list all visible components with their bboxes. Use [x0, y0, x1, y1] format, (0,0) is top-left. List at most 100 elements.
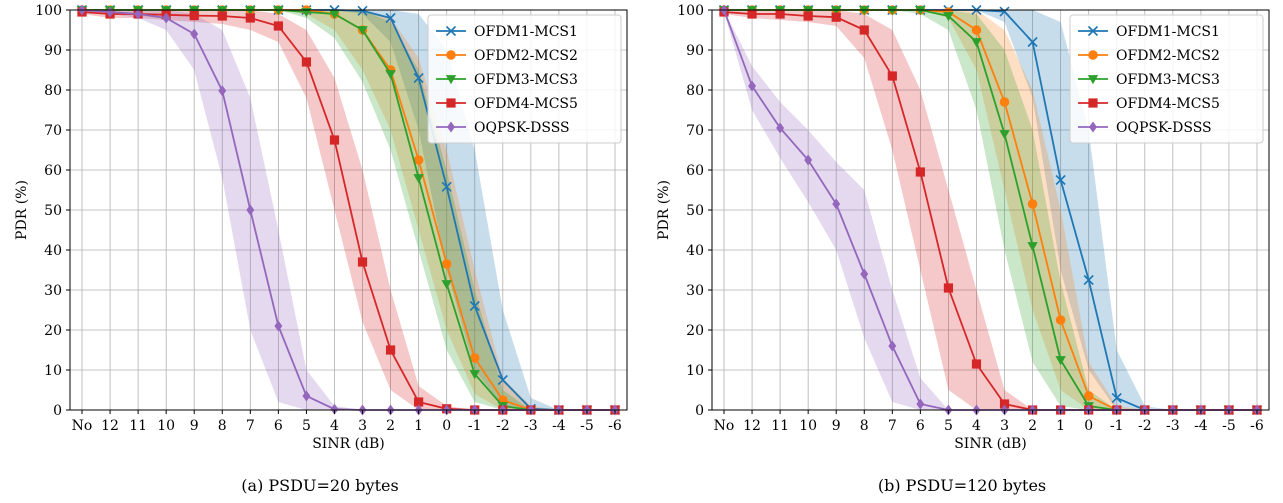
b-legend-marker-ofdm4-mcs5 — [1088, 98, 1098, 108]
a-point-ofdm4-mcs5-12 — [414, 397, 424, 407]
a-legend-box — [427, 14, 622, 144]
b-point-ofdm4-mcs5-3 — [803, 11, 813, 21]
b-ytick-label-5: 50 — [686, 203, 704, 219]
b-xtick-label-10: 3 — [1000, 418, 1009, 434]
b-legend-label-ofdm1-mcs1: OFDM1-MCS1 — [1116, 24, 1220, 40]
b-point-ofdm4-mcs5-7 — [915, 167, 925, 177]
a-xtick-label-11: 2 — [386, 418, 395, 434]
b-point-ofdm2-mcs2-10 — [999, 97, 1010, 107]
a-band-ofdm2-mcs2 — [82, 10, 615, 410]
a-xtick-label-4: 9 — [190, 418, 199, 434]
b-point-ofdm2-mcs2-12 — [1055, 315, 1066, 325]
a-xtick-label-17: -4 — [552, 418, 566, 434]
b-xtick-label-12: 1 — [1056, 418, 1065, 434]
b-point-ofdm1-mcs1-10 — [999, 6, 1010, 17]
a-point-ofdm4-mcs5-9 — [329, 135, 340, 145]
a-point-ofdm3-mcs3-4 — [189, 6, 200, 16]
a-ytick-label-2: 20 — [44, 323, 62, 339]
b-point-oqpsk-dsss-7 — [916, 398, 925, 410]
b-ytick-label-0: 0 — [695, 403, 704, 419]
a-legend-label-ofdm2-mcs2: OFDM2-MCS2 — [474, 48, 578, 64]
b-xtick-label-15: -2 — [1138, 418, 1152, 434]
a-xtick-label-12: 1 — [414, 418, 423, 434]
a-point-oqpsk-dsss-1 — [106, 6, 115, 18]
a-point-ofdm1-mcs1-15 — [497, 374, 508, 386]
a-point-oqpsk-dsss-9 — [330, 403, 339, 415]
b-legend-marker-ofdm1-mcs1 — [1087, 25, 1099, 37]
a-ytick-label-10: 100 — [35, 3, 62, 19]
a-ytick-label-7: 70 — [44, 123, 62, 139]
b-point-ofdm1-mcs1-14 — [1111, 392, 1122, 404]
b-point-oqpsk-dsss-2 — [776, 122, 785, 134]
b-point-ofdm1-mcs1-12 — [1055, 174, 1066, 186]
b-band-oqpsk-dsss — [724, 10, 1257, 410]
a-ytick-label-3: 30 — [44, 283, 62, 299]
a-ytick-label-9: 90 — [44, 43, 62, 59]
a-xtick-label-19: -6 — [608, 418, 622, 434]
b-legend-label-ofdm4-mcs5: OFDM4-MCS5 — [1116, 96, 1220, 112]
a-point-ofdm3-mcs3-12 — [413, 174, 424, 184]
b-xlabel: SINR (dB) — [954, 436, 1027, 452]
a-xtick-label-6: 7 — [246, 418, 255, 434]
b-point-ofdm4-mcs5-10 — [999, 399, 1010, 409]
a-legend-label-ofdm3-mcs3: OFDM3-MCS3 — [474, 72, 578, 88]
b-point-ofdm3-mcs3-12 — [1055, 356, 1066, 366]
a-xtick-label-14: -1 — [468, 418, 482, 434]
chart-panel-a: 0 10 20 30 40 50 60 70 80 90 100 No 12 11 10 9 8 7 6 5 4 3 2 1 0… — [0, 0, 640, 503]
b-point-ofdm4-mcs5-1 — [747, 9, 757, 19]
b-legend-box — [1069, 14, 1264, 144]
b-ytick-label-8: 80 — [686, 83, 704, 99]
chart-panel-b: 0 10 20 30 40 50 60 70 80 90 100 No 12 11 10 9 8 7 6 5 4 3 2 1 0… — [642, 0, 1282, 503]
a-point-ofdm4-mcs5-10 — [357, 257, 368, 267]
a-xtick-label-13: 0 — [442, 418, 451, 434]
a-xtick-label-7: 6 — [274, 418, 283, 434]
a-point-ofdm3-mcs3-5 — [217, 6, 228, 16]
a-point-ofdm4-mcs5-11 — [385, 345, 396, 355]
b-ytick-label-6: 60 — [686, 163, 704, 179]
b-xtick-label-4: 9 — [832, 418, 841, 434]
a-point-ofdm1-mcs1-13 — [441, 181, 452, 192]
b-point-ofdm4-mcs5-8 — [943, 283, 954, 293]
b-xtick-label-6: 7 — [888, 418, 897, 434]
a-point-ofdm3-mcs3-6 — [245, 6, 256, 16]
a-point-ofdm2-mcs2-13 — [441, 259, 452, 269]
b-xtick-label-2: 11 — [771, 418, 789, 434]
a-point-ofdm4-mcs5-4 — [189, 11, 199, 21]
b-point-oqpsk-dsss-1 — [748, 80, 757, 92]
a-point-oqpsk-dsss-7 — [274, 320, 283, 332]
b-xtick-label-8: 5 — [944, 418, 953, 434]
b-ytick-label-9: 90 — [686, 43, 704, 59]
b-point-ofdm2-mcs2-13 — [1083, 391, 1094, 401]
a-legend-marker-ofdm2-mcs2 — [446, 50, 456, 60]
b-xtick-label-17: -4 — [1194, 418, 1208, 434]
a-xtick-label-9: 4 — [330, 418, 339, 434]
b-point-ofdm4-mcs5-4 — [831, 12, 841, 22]
b-point-ofdm3-mcs3-3 — [802, 6, 814, 16]
b-xtick-label-0: No — [714, 418, 735, 434]
a-legend-marker-ofdm1-mcs1 — [445, 25, 457, 37]
a-point-ofdm1-mcs1-11 — [385, 12, 396, 24]
b-xtick-label-13: 0 — [1084, 418, 1093, 434]
b-point-ofdm3-mcs3-6 — [887, 6, 898, 16]
b-legend-label-ofdm3-mcs3: OFDM3-MCS3 — [1116, 72, 1220, 88]
b-xtick-label-19: -6 — [1250, 418, 1264, 434]
a-xlabel: SINR (dB) — [312, 436, 385, 452]
a-legend-label-ofdm4-mcs5: OFDM4-MCS5 — [474, 96, 578, 112]
b-point-ofdm4-mcs5-2 — [775, 9, 785, 19]
b-xtick-label-3: 10 — [799, 418, 817, 434]
a-ytick-label-4: 40 — [44, 243, 62, 259]
b-point-ofdm3-mcs3-9 — [971, 38, 982, 48]
b-point-ofdm3-mcs3-8 — [943, 12, 954, 22]
a-legend: OFDM1-MCS1 OFDM2-MCS2 OFDM3-MCS3 OFDM4-MCS5… — [427, 14, 622, 144]
b-point-ofdm3-mcs3-5 — [859, 6, 870, 16]
a-ytick-label-1: 10 — [44, 363, 62, 379]
b-xtick-label-11: 2 — [1028, 418, 1037, 434]
a-point-ofdm2-mcs2-14 — [469, 353, 480, 363]
a-legend-label-oqpsk-dsss: OQPSK-DSSS — [474, 120, 570, 136]
b-point-oqpsk-dsss-3 — [804, 154, 813, 166]
a-legend-marker-oqpsk-dsss — [447, 121, 455, 133]
a-band-ofdm4-mcs5 — [82, 10, 615, 410]
b-point-ofdm2-mcs2-9 — [971, 25, 982, 35]
